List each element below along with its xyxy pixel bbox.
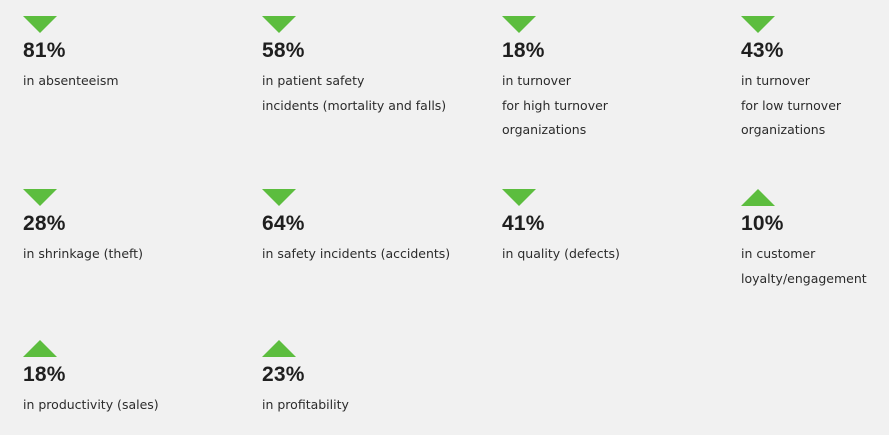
stat-value: 28%: [23, 212, 66, 235]
stat-value: 81%: [23, 39, 66, 62]
stat-description: in quality (defects): [502, 246, 620, 261]
stat-value: 23%: [262, 363, 305, 386]
stat-description: in absenteeism: [23, 73, 119, 88]
stat-description: in profitability: [262, 397, 349, 412]
stat-shrinkage: 28% in shrinkage (theft): [23, 189, 248, 267]
stat-description: in productivity (sales): [23, 397, 159, 412]
triangle-up-icon: [23, 340, 57, 357]
triangle-down-icon: [502, 189, 536, 206]
triangle-up-icon: [262, 340, 296, 357]
stat-turnover-high: 18% in turnover for high turnover organi…: [502, 16, 727, 143]
triangle-up-icon: [741, 189, 775, 206]
stat-description: in shrinkage (theft): [23, 246, 143, 261]
triangle-down-icon: [262, 189, 296, 206]
triangle-down-icon: [262, 16, 296, 33]
stat-value: 43%: [741, 39, 784, 62]
triangle-down-icon: [741, 16, 775, 33]
stat-description: in safety incidents (accidents): [262, 246, 451, 261]
stat-value: 64%: [262, 212, 305, 235]
stat-description: in customer loyalty/engagement: [741, 246, 867, 286]
triangle-down-icon: [23, 16, 57, 33]
stat-value: 18%: [23, 363, 66, 386]
stat-patient-safety: 58% in patient safety incidents (mortali…: [262, 16, 487, 118]
triangle-down-icon: [502, 16, 536, 33]
stat-description: in turnover for high turnover organizati…: [502, 73, 608, 137]
stat-safety-incidents: 64% in safety incidents (accidents): [262, 189, 487, 267]
triangle-down-icon: [23, 189, 57, 206]
stat-value: 18%: [502, 39, 545, 62]
stat-value: 58%: [262, 39, 305, 62]
stat-productivity: 18% in productivity (sales): [23, 340, 248, 418]
stat-quality: 41% in quality (defects): [502, 189, 727, 267]
stat-customer-loyalty: 10% in customer loyalty/engagement: [741, 189, 889, 291]
stat-profitability: 23% in profitability: [262, 340, 487, 418]
stat-absenteeism: 81% in absenteeism: [23, 16, 248, 94]
stat-value: 41%: [502, 212, 545, 235]
stat-value: 10%: [741, 212, 784, 235]
stat-turnover-low: 43% in turnover for low turnover organiz…: [741, 16, 889, 143]
stat-description: in turnover for low turnover organizatio…: [741, 73, 842, 137]
stat-description: in patient safety incidents (mortality a…: [262, 73, 447, 113]
